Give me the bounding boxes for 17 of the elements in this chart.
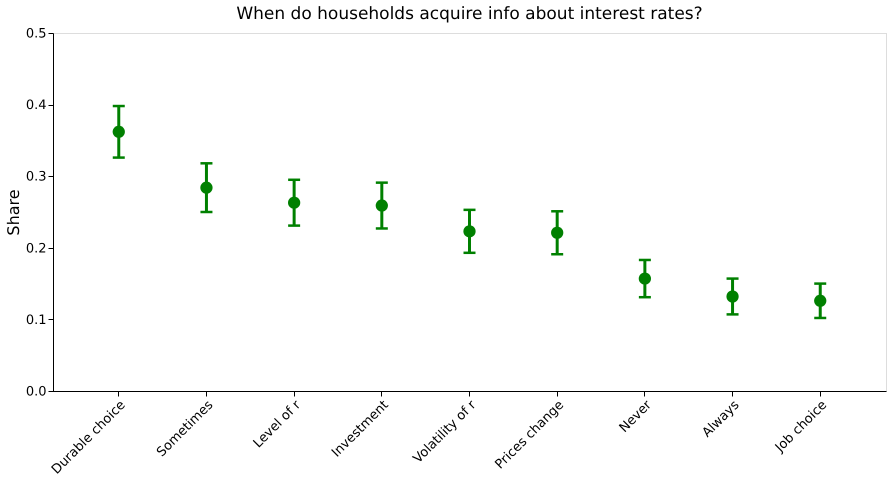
y-tick-label: 0.3 bbox=[26, 170, 46, 185]
point bbox=[638, 272, 651, 285]
point bbox=[551, 226, 564, 239]
point bbox=[200, 182, 213, 194]
y-tick-label: 0.2 bbox=[26, 241, 46, 256]
y-tick-label: 0.4 bbox=[26, 98, 46, 114]
y-axis-title: Share bbox=[4, 189, 23, 236]
y-tick-label: 0.0 bbox=[26, 384, 46, 400]
chart-title: When do households acquire info about interest rates? bbox=[236, 4, 703, 24]
point bbox=[112, 126, 125, 138]
point bbox=[288, 196, 300, 209]
point bbox=[726, 290, 739, 303]
point bbox=[814, 294, 826, 307]
y-tick-label: 0.5 bbox=[26, 26, 46, 42]
point bbox=[376, 199, 388, 212]
point bbox=[463, 225, 476, 238]
y-tick-label: 0.1 bbox=[26, 312, 46, 328]
